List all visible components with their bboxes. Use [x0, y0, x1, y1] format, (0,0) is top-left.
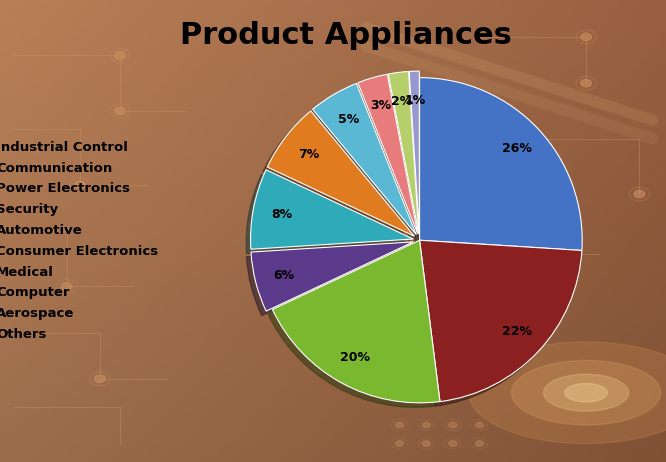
- Circle shape: [634, 190, 645, 198]
- Wedge shape: [358, 74, 418, 234]
- Circle shape: [476, 422, 484, 428]
- Ellipse shape: [511, 360, 661, 425]
- Circle shape: [422, 422, 430, 428]
- Wedge shape: [312, 84, 416, 235]
- Circle shape: [115, 52, 125, 59]
- Circle shape: [581, 33, 591, 41]
- Circle shape: [449, 441, 457, 446]
- Circle shape: [75, 181, 85, 188]
- Text: 7%: 7%: [298, 148, 320, 161]
- Circle shape: [61, 283, 72, 290]
- Circle shape: [449, 422, 457, 428]
- Ellipse shape: [469, 342, 666, 444]
- Text: Product Appliances: Product Appliances: [180, 21, 512, 50]
- Wedge shape: [388, 72, 419, 234]
- Wedge shape: [250, 170, 413, 249]
- Circle shape: [396, 422, 404, 428]
- Circle shape: [95, 375, 105, 383]
- Text: 20%: 20%: [340, 351, 370, 364]
- Circle shape: [422, 441, 430, 446]
- Text: 6%: 6%: [274, 268, 294, 281]
- Legend: Industrial Control, Communication, Power Electronics, Security, Automotive, Cons: Industrial Control, Communication, Power…: [0, 137, 161, 344]
- Circle shape: [581, 79, 591, 87]
- Wedge shape: [420, 240, 582, 401]
- Ellipse shape: [565, 383, 607, 402]
- Text: 22%: 22%: [501, 325, 531, 338]
- Text: 26%: 26%: [502, 142, 531, 155]
- Wedge shape: [251, 242, 414, 311]
- Ellipse shape: [543, 374, 629, 411]
- Text: 2%: 2%: [392, 95, 413, 108]
- Circle shape: [115, 107, 125, 115]
- Text: 3%: 3%: [370, 99, 391, 112]
- Wedge shape: [272, 240, 440, 403]
- Wedge shape: [267, 111, 414, 236]
- Text: 5%: 5%: [338, 113, 359, 127]
- Text: 8%: 8%: [272, 207, 293, 220]
- Circle shape: [476, 441, 484, 446]
- Wedge shape: [420, 78, 582, 250]
- Text: 1%: 1%: [404, 94, 426, 107]
- Circle shape: [396, 441, 404, 446]
- Wedge shape: [409, 71, 420, 234]
